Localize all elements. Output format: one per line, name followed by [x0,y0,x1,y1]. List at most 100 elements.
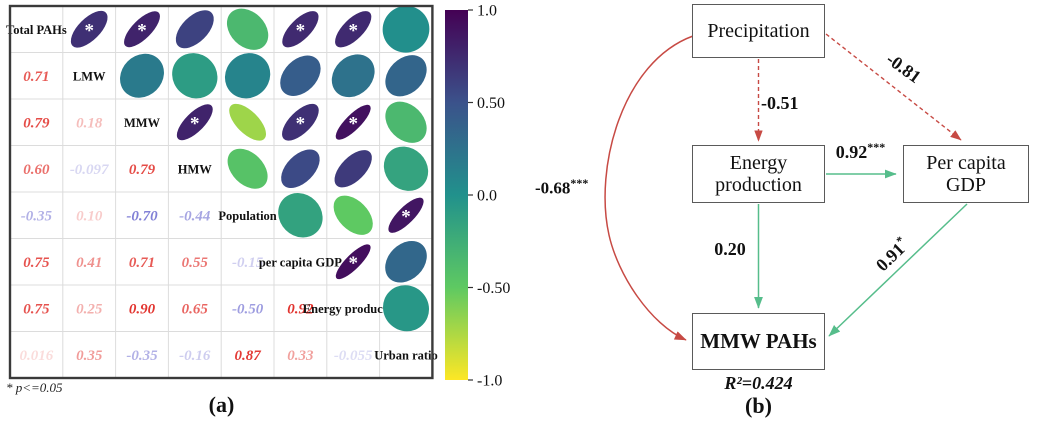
edge-precipitation-to-mmwpahs-curved [604,35,694,341]
significance-star: * [296,113,306,134]
corr-cell-value: -0.097 [70,162,109,178]
corr-diagonal-label: Total PAHs [6,23,67,37]
corr-cell-ellipse [333,195,373,235]
corr-cell-value: 0.87 [234,348,261,364]
corr-cell-value: 0.55 [182,255,209,271]
corr-cell-ellipse [224,53,271,99]
corr-cell-ellipse [385,240,427,283]
corr-cell-ellipse [382,285,430,332]
panel-a-caption: (a) [208,392,235,417]
significance-star: * [348,253,358,274]
corr-diagonal-label: Population [218,209,276,223]
significance-footnote: * p<=0.05 [6,380,63,395]
corr-cell-ellipse [70,10,108,48]
r-squared-label: R²=0.424 [724,373,793,393]
node-mmw-label: MMW PAHs [700,328,817,353]
edge-label-precipitation-energy: -0.51 [761,93,799,113]
significance-star: * [190,113,200,134]
colorbar-tick-label: 0.0 [477,188,497,205]
node-energy-line1: Energy [729,151,788,174]
corr-cell-ellipse [282,11,319,48]
corr-cell-ellipse [278,193,323,238]
corr-diagonal-label: Urban ratio [374,348,438,362]
corr-cell-value: 0.71 [129,255,155,271]
significance-star: * [348,113,358,134]
corr-cell-ellipse [334,150,372,188]
significance-star: * [348,20,358,41]
node-precipitation-label: Precipitation [707,19,810,42]
significance-star: * [137,20,147,41]
corr-cell-ellipse [229,103,266,141]
corr-cell-value: 0.71 [23,69,49,85]
corr-cell-ellipse [335,244,371,280]
edge-label-energy-gdp: 0.92*** [835,140,886,162]
corr-cell-value: 0.79 [23,115,50,131]
edge-label-energy-mmwpahs: 0.20 [714,239,746,259]
significance-star: * [401,206,411,227]
significance-star: * [84,20,94,41]
corr-cell-value: -0.35 [21,208,53,224]
corr-cell-ellipse [281,149,320,189]
corr-cell-ellipse [335,11,372,48]
corr-cell-ellipse [335,104,371,140]
corr-cell-value: -0.70 [126,208,158,224]
corr-cell-ellipse [385,101,427,143]
corr-diagonal-label: HMW [178,162,213,176]
corr-diagonal-label: MMW [124,116,161,130]
corr-cell-value: -0.15 [232,255,264,271]
edge-label-precipitation-mmwpahs: -0.68*** [535,176,589,198]
corr-cell-ellipse [385,55,427,97]
corr-cell-value: 0.92 [287,301,314,317]
colorbar-tick-label: -0.50 [477,280,510,297]
corr-cell-value: 0.65 [182,301,209,317]
corr-cell-ellipse [226,8,269,50]
sem-diagram-panel: Precipitation Energy production Per capi… [530,0,1038,421]
correlation-matrix-svg: Total PAHs * * * * 0.71 LMW 0.79 0.18 MMW * * * 0.60 -… [6,3,510,390]
significance-star: * [296,20,306,41]
corr-diagonal-label: per capita GDP [259,255,342,269]
panel-b-caption: (b) [745,393,772,418]
corr-cell-value: 0.016 [20,348,54,364]
corr-cell-ellipse [176,104,213,141]
corr-cell-value: -0.50 [232,301,264,317]
corr-cell-value: -0.055 [334,348,373,364]
corr-cell-value: -0.44 [179,208,211,224]
corr-cell-value: 0.18 [76,115,103,131]
node-precipitation: Precipitation [692,4,825,58]
sem-edges-svg [604,33,968,341]
corr-cell-value: 0.90 [129,301,156,317]
corr-cell-value: -0.35 [126,348,158,364]
corr-cell-value: 0.35 [76,348,103,364]
colorbar-tick-label: 1.0 [477,3,497,20]
corr-cell-ellipse [282,103,319,141]
corr-cell-ellipse [382,5,430,53]
node-gdp-line1: Per capita [926,151,1006,174]
node-per-capita-gdp: Per capita GDP [903,145,1029,203]
corr-cell-value: 0.25 [76,301,103,317]
node-energy-line2: production [715,174,802,196]
node-mmw-pahs: MMW PAHs [692,313,825,370]
corr-cell-ellipse [172,53,218,99]
corr-cell-ellipse [124,11,160,48]
corr-diagonal-label: Energy production [303,302,404,316]
corr-cell-ellipse [227,148,268,189]
corr-cell-value: -0.16 [179,348,211,364]
node-energy-production: Energy production [692,145,825,203]
corr-cell-value: 0.33 [287,348,314,364]
node-gdp-line2: GDP [945,174,986,196]
colorbar-tick-label: 0.50 [477,95,505,112]
correlation-matrix-panel: Total PAHs * * * * 0.71 LMW 0.79 0.18 MMW * * * 0.60 -… [6,3,510,418]
corr-cell-value: 0.60 [23,162,50,178]
corr-cell-value: 0.75 [23,255,50,271]
edge-precipitation-to-gdp [825,33,962,141]
corr-diagonal-label: LMW [73,69,106,83]
corr-cell-ellipse [175,10,214,49]
matrix-border [8,4,434,380]
corr-cell-ellipse [383,146,429,191]
corr-cell-value: 0.79 [129,162,156,178]
corr-cell-ellipse [388,197,424,233]
corr-cell-value: 0.41 [76,255,102,271]
corr-cell-value: 0.10 [76,208,103,224]
corr-cell-ellipse [331,54,375,98]
